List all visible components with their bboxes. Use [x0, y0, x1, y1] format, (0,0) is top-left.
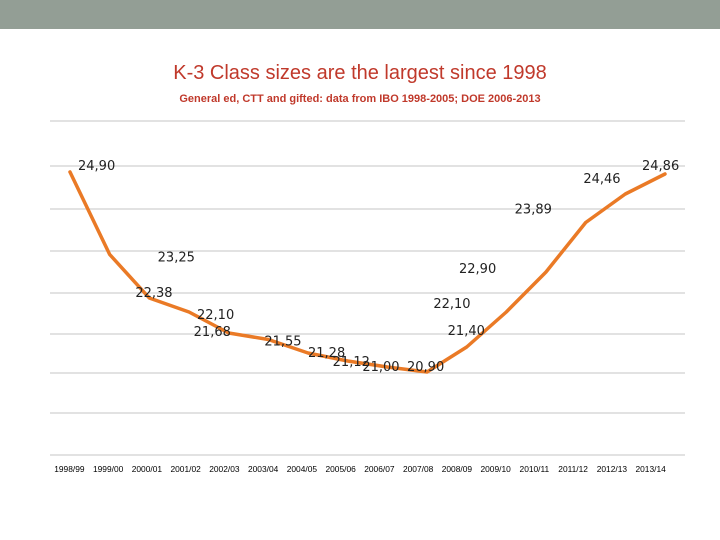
data-label: 21,55 — [264, 335, 301, 350]
data-label: 21,28 — [308, 346, 345, 361]
series-line — [68, 170, 667, 374]
x-tick-label: 2002/03 — [209, 464, 240, 474]
data-label: 24,90 — [78, 159, 115, 174]
data-label: 22,90 — [459, 262, 496, 277]
data-label: 24,46 — [583, 172, 620, 187]
x-tick-label: 1998/99 — [54, 464, 85, 474]
x-tick-label: 1999/00 — [93, 464, 124, 474]
chart-subtitle: General ed, CTT and gifted: data from IB… — [179, 93, 541, 105]
data-label: 22,38 — [135, 286, 172, 301]
data-label: 24,86 — [642, 159, 679, 174]
x-tick-label: 2012/13 — [597, 464, 628, 474]
x-tick-label: 2008/09 — [442, 464, 473, 474]
data-label: 23,25 — [158, 251, 195, 266]
data-label: 21,68 — [194, 325, 231, 340]
x-tick-labels: 1998/99 1999/00 2000/01 2001/02 2002/03 2003/… — [54, 464, 666, 474]
x-tick-label: 2003/04 — [248, 464, 279, 474]
data-label: 21,00 — [362, 360, 399, 375]
data-label: 20,90 — [407, 360, 444, 375]
x-tick-label: 2000/01 — [132, 464, 163, 474]
data-labels: 24,90 23,25 22,38 22,10 21,68 21,55 21,2821,12… — [78, 159, 679, 375]
top-bar — [0, 0, 720, 29]
x-tick-label: 2007/08 — [403, 464, 434, 474]
x-tick-label: 2011/12 — [558, 464, 588, 474]
x-tick-label: 2004/05 — [287, 464, 318, 474]
data-label: 21,12 — [333, 355, 370, 370]
x-tick-label: 2013/14 — [635, 464, 666, 474]
x-tick-label: 2005/06 — [325, 464, 356, 474]
data-label: 22,10 — [197, 308, 234, 323]
data-label: 22,10 — [433, 297, 470, 312]
x-tick-label: 2006/07 — [364, 464, 395, 474]
data-label: 23,89 — [515, 203, 552, 218]
series-line-group — [68, 170, 667, 374]
grid-lines — [50, 120, 685, 456]
data-label: 21,40 — [448, 324, 485, 339]
chart-title: K-3 Class sizes are the largest since 19… — [173, 62, 547, 84]
x-tick-label: 2001/02 — [170, 464, 201, 474]
x-tick-label: 2010/11 — [520, 464, 550, 474]
x-tick-label: 2009/10 — [480, 464, 511, 474]
